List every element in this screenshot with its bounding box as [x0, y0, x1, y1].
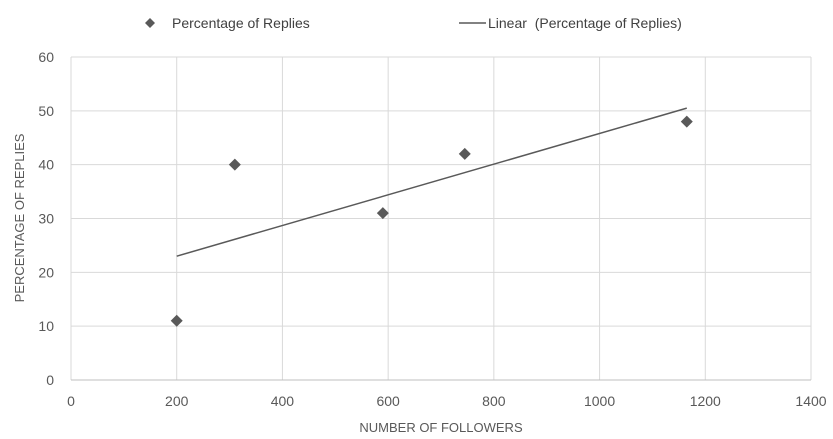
- y-tick-label: 60: [38, 49, 54, 65]
- legend: Percentage of Replies Linear (Percentage…: [145, 15, 682, 31]
- y-tick-label: 0: [46, 372, 54, 388]
- data-point-diamond: [376, 207, 389, 220]
- data-point-diamond: [680, 115, 693, 128]
- legend-diamond-marker: [145, 18, 155, 28]
- data-points: [170, 115, 693, 327]
- x-tick-label: 800: [482, 393, 506, 409]
- data-point-diamond: [458, 147, 471, 160]
- x-tick-label: 200: [165, 393, 189, 409]
- plot-area: [70, 56, 812, 381]
- x-tick-label: 1400: [795, 393, 826, 409]
- data-point-diamond: [170, 314, 183, 327]
- x-tick-label: 0: [67, 393, 75, 409]
- legend-label-trendline: Linear (Percentage of Replies): [488, 15, 682, 31]
- x-tick-label: 600: [376, 393, 400, 409]
- y-tick-label: 50: [38, 103, 54, 119]
- x-tick-label: 1200: [690, 393, 721, 409]
- y-tick-label: 40: [38, 157, 54, 173]
- horizontal-gridlines: [71, 56, 811, 327]
- x-tick-label: 1000: [584, 393, 615, 409]
- linear-trendline: [176, 107, 687, 257]
- y-tick-label: 20: [38, 264, 54, 280]
- legend-label-series: Percentage of Replies: [172, 15, 310, 31]
- y-tick-label: 10: [38, 318, 54, 334]
- data-point-diamond: [228, 158, 241, 171]
- y-tick-label: 30: [38, 211, 54, 227]
- y-axis-title: PERCENTAGE OF REPLIES: [12, 133, 27, 302]
- x-axis-title: NUMBER OF FOLLOWERS: [359, 420, 523, 435]
- y-tick-labels: 0 10 20 30 40 50 60: [38, 49, 54, 388]
- x-tick-label: 400: [271, 393, 295, 409]
- x-tick-labels: 0 200 400 600 800 1000 1200 1400: [67, 393, 827, 409]
